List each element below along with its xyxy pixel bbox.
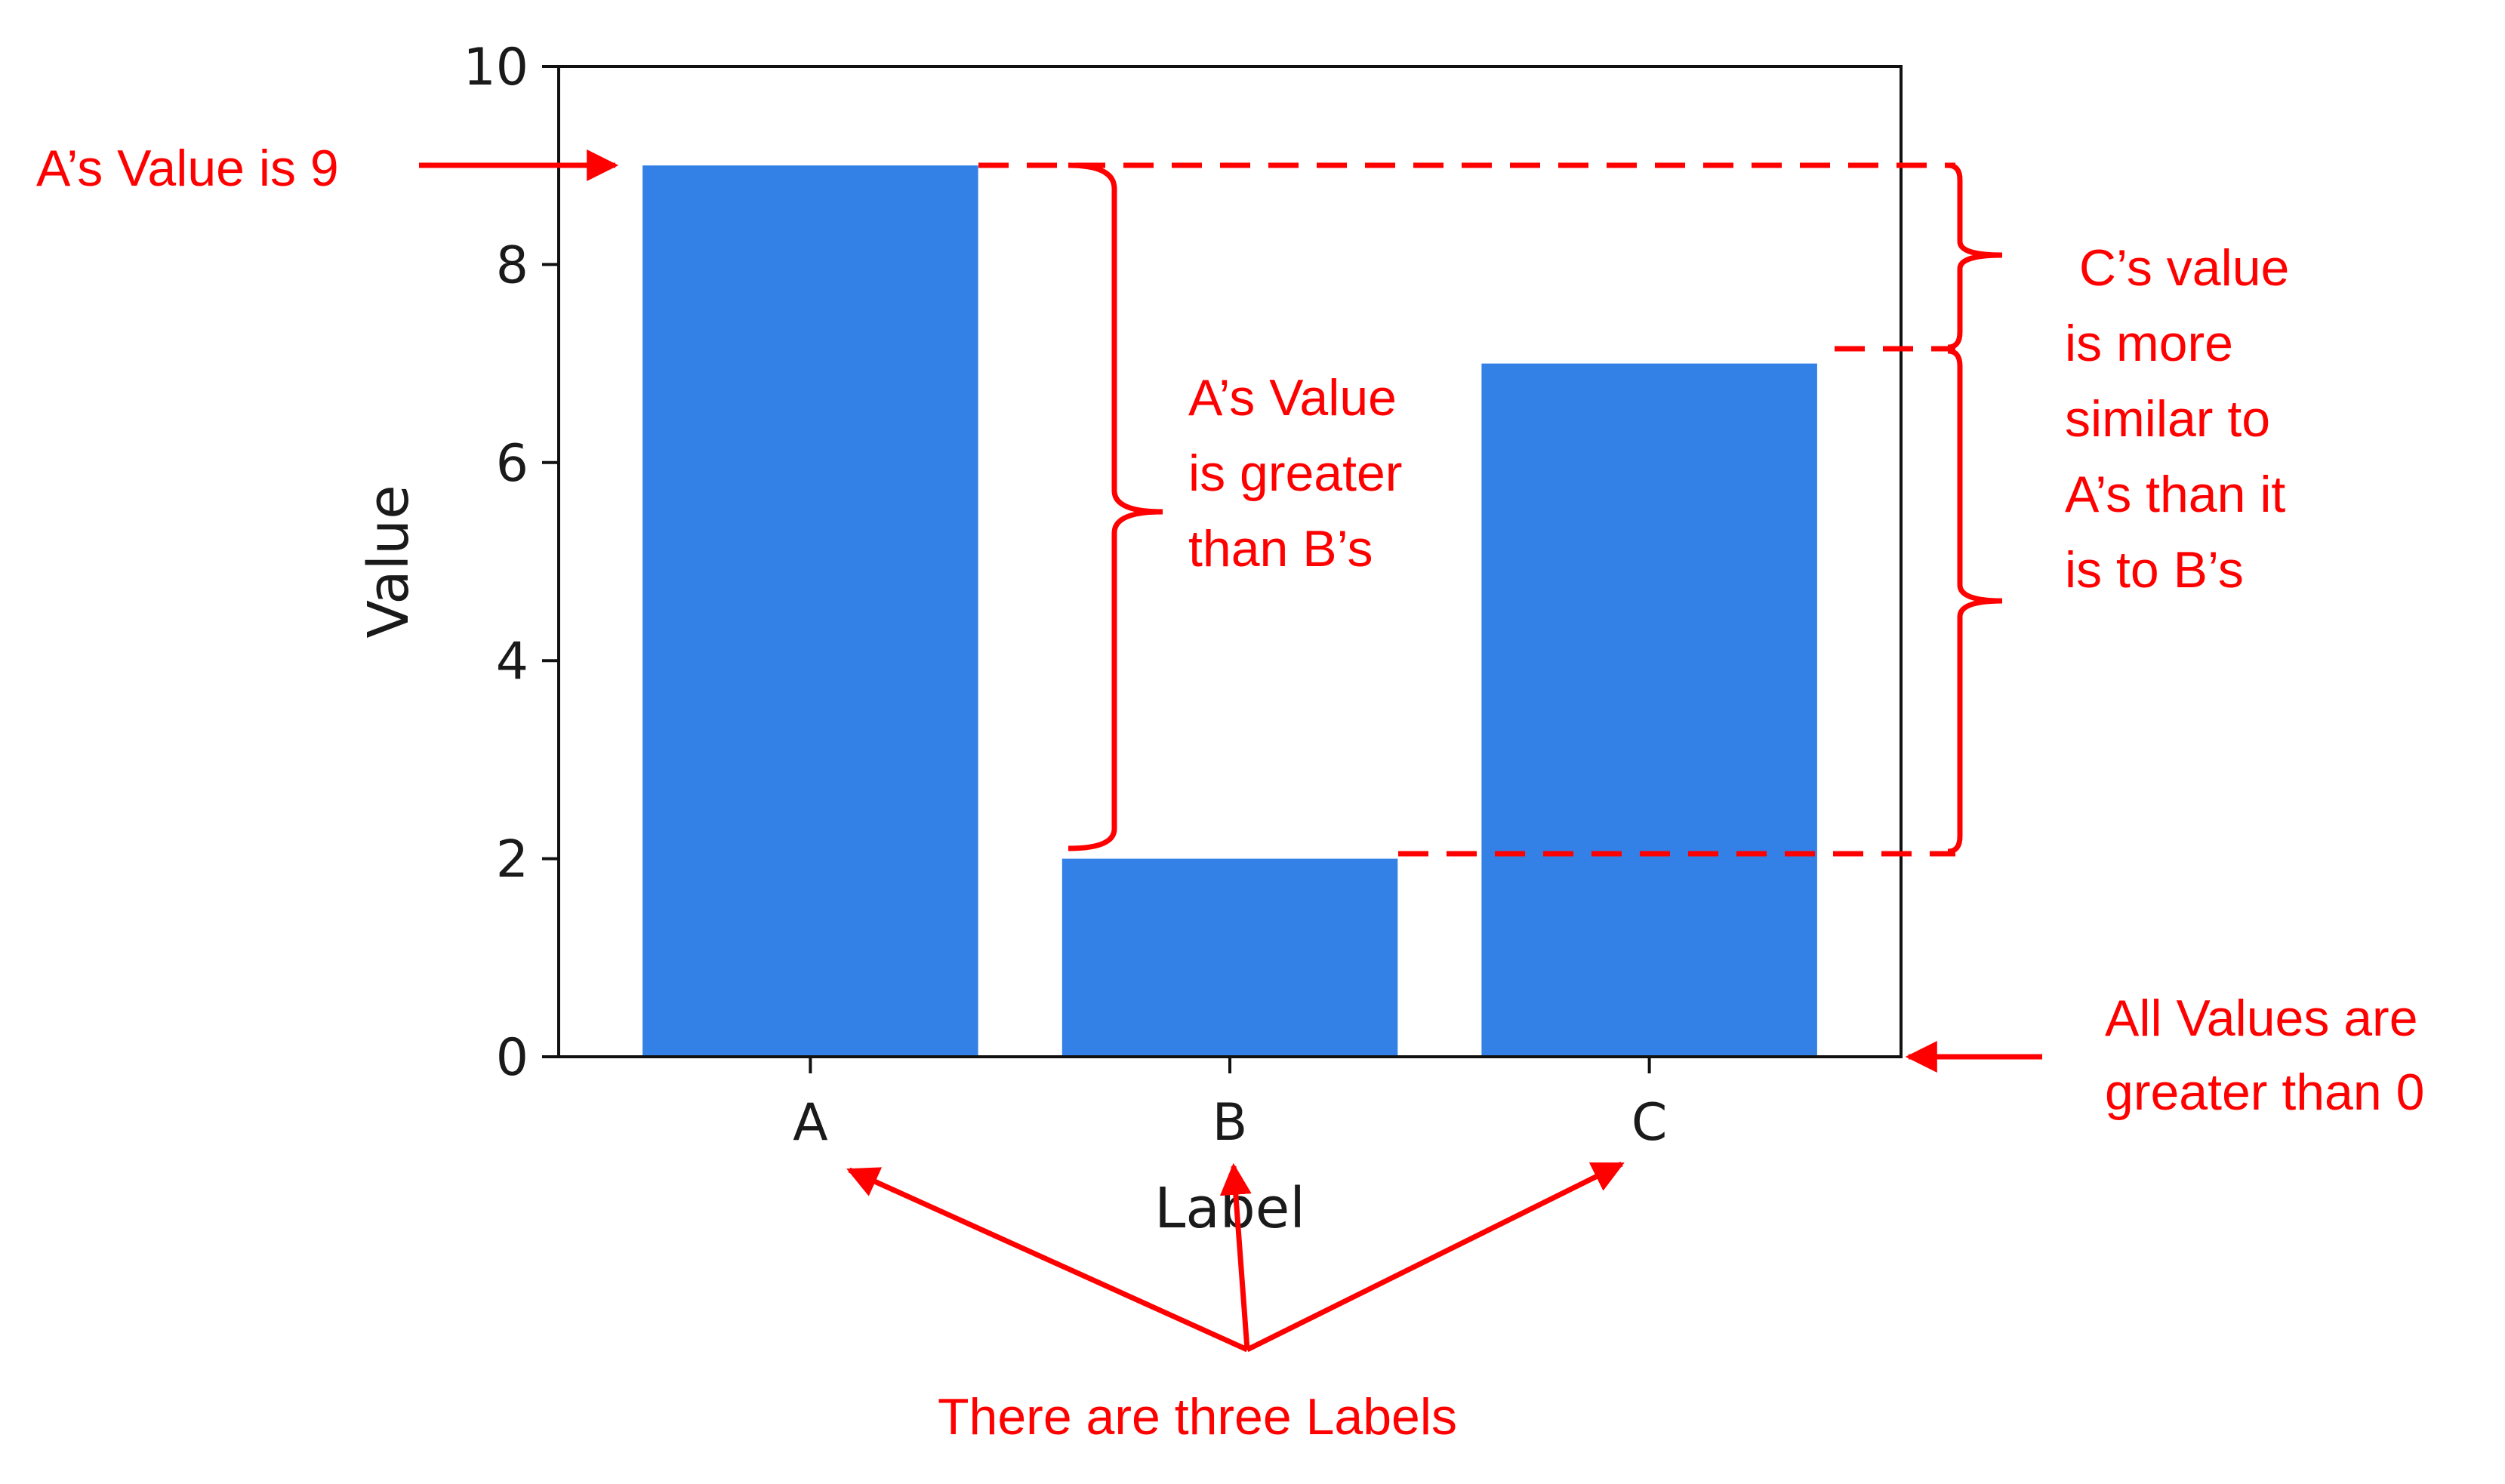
annotation-c-similar-line4: A’s than it: [2065, 466, 2285, 523]
y-tick-label-8: 8: [496, 236, 528, 295]
annotation-three-labels: There are three Labels: [938, 1388, 1457, 1446]
bar-a: [642, 165, 978, 1058]
bar-b: [1061, 858, 1398, 1057]
annotation-a-greater-line3: than B’s: [1188, 520, 1373, 577]
bracket-a-b: [1068, 162, 1163, 851]
annotation-c-similar-line5: is to B’s: [2065, 541, 2244, 599]
bars: [642, 165, 1817, 1058]
y-tick-label-4: 4: [496, 632, 528, 691]
y-tick-label-0: 0: [496, 1028, 528, 1088]
annotation-a-greater-line1: A’s Value: [1188, 369, 1397, 426]
annotation-a-value: A’s Value is 9: [36, 140, 339, 197]
annotation-c-similar-line3: similar to: [2065, 390, 2270, 448]
y-tick-label-6: 6: [496, 434, 528, 494]
x-tick-label-b: B: [1212, 1093, 1248, 1153]
annotation-c-similar-line1: C’s value: [2065, 239, 2289, 297]
annotation-all-positive-line1: All Values are: [2105, 990, 2418, 1047]
y-axis-title: Value: [356, 485, 421, 638]
x-tick-label-c: C: [1631, 1093, 1667, 1153]
annotation-c-similar-line2: is more: [2065, 315, 2233, 372]
bar-c: [1481, 363, 1817, 1058]
y-tick-label-10: 10: [463, 38, 528, 97]
x-tick-label-a: A: [793, 1093, 828, 1153]
annotation-a-greater-line2: is greater: [1188, 445, 1402, 502]
x-axis-title: Label: [1154, 1176, 1305, 1241]
arrow-label-b: [1219, 1162, 1252, 1350]
axis-ticks: A B C 0 2 4 6 8 10: [463, 38, 1667, 1153]
annotation-all-positive-line2: greater than 0: [2105, 1064, 2424, 1121]
bracket-c-b: [1947, 348, 2003, 854]
annotation-graphics: [419, 149, 2042, 1353]
y-tick-label-2: 2: [496, 830, 528, 890]
arrow-label-c: [1246, 1161, 1625, 1353]
bracket-a-c: [1947, 162, 2003, 350]
arrow-label-a: [846, 1167, 1249, 1353]
